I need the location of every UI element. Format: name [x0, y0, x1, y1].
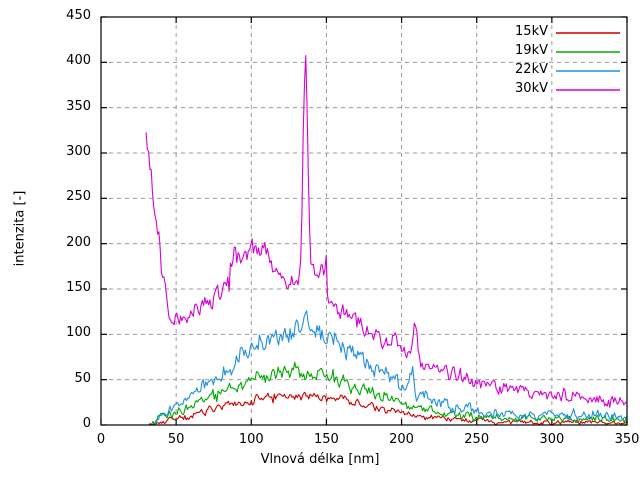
x-tick-label: 250 — [464, 432, 490, 447]
y-tick-label: 300 — [66, 144, 91, 159]
grid-layer — [101, 17, 627, 425]
legend-sample-lines — [556, 32, 620, 91]
series-line-15kv — [148, 391, 628, 426]
y-tick-label: 450 — [66, 8, 91, 23]
legend-label-30kv: 30kV — [515, 81, 548, 96]
x-tick-label: 50 — [167, 432, 185, 447]
plot-border — [100, 16, 628, 426]
series-layer — [145, 55, 628, 426]
x-tick-label: 0 — [96, 432, 106, 447]
series-line-30kv — [145, 55, 627, 408]
series-line-19kv — [149, 361, 628, 426]
y-axis-label: intenzita [-] — [12, 190, 28, 267]
legend-label-22kv: 22kV — [515, 62, 548, 77]
x-axis-label: Vlnová délka [nm] — [260, 452, 380, 467]
x-tick-label: 350 — [614, 432, 640, 447]
legend-label-19kv: 19kV — [515, 43, 548, 58]
x-tick-label: 100 — [238, 432, 264, 447]
y-tick-label: 250 — [66, 189, 91, 205]
x-tick-label: 200 — [389, 432, 414, 447]
y-tick-label: 100 — [66, 325, 91, 341]
y-tick-label: 200 — [66, 234, 91, 250]
y-tick-label: 0 — [82, 416, 91, 431]
y-tick-label: 350 — [66, 98, 91, 114]
series-line-22kv — [151, 310, 627, 426]
y-tick-label: 50 — [74, 370, 91, 386]
x-tick-label: 150 — [314, 432, 339, 447]
legend-label-15kv: 15kV — [515, 24, 548, 39]
y-tick-label: 150 — [66, 280, 91, 295]
y-tick-label: 400 — [66, 53, 91, 69]
x-tick-label: 300 — [539, 432, 565, 447]
